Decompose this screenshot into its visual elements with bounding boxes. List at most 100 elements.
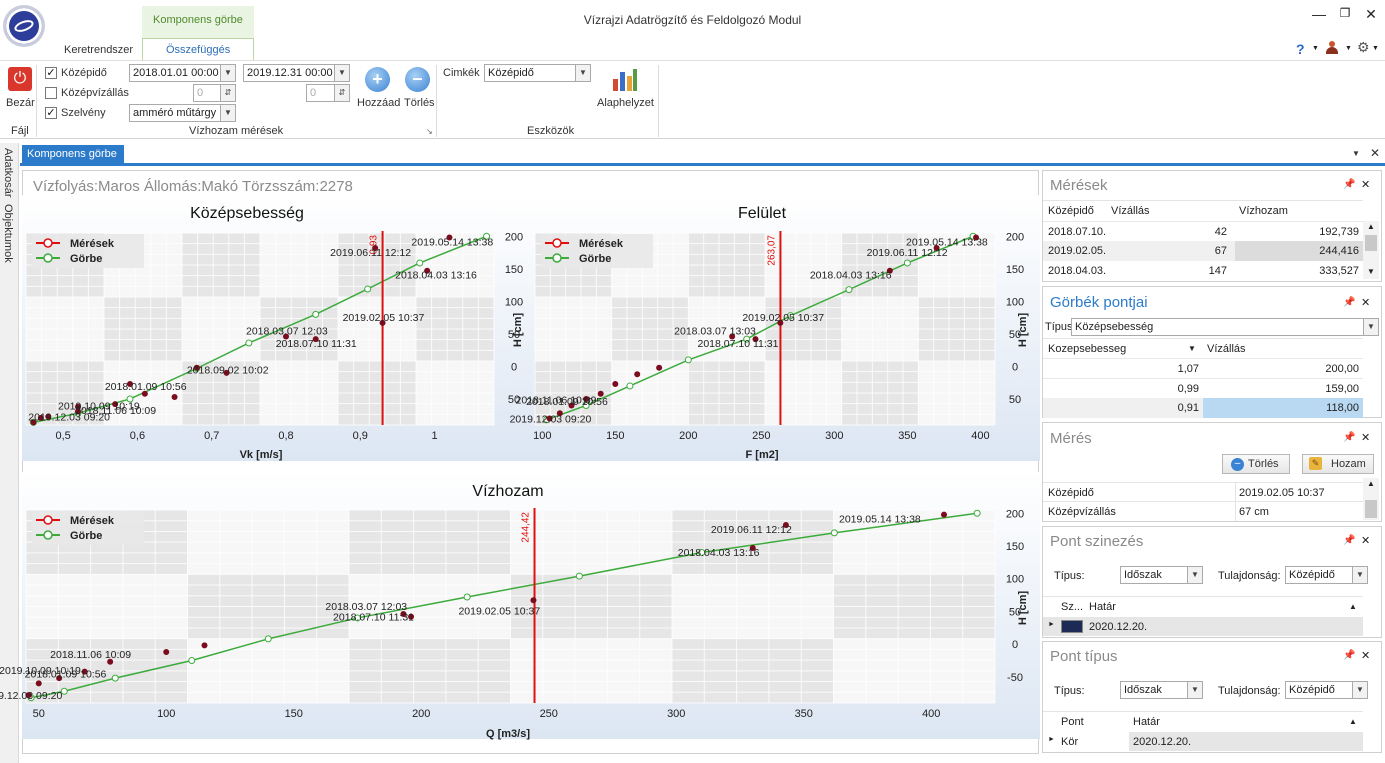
dialog-launcher-icon[interactable]: ↘ [426,127,433,136]
close-icon[interactable]: ✕ [1361,297,1371,309]
point-label: 2019.05.14 13:38 [411,237,493,249]
hozzaad-button[interactable]: Hozzáad [357,97,401,109]
meres-point [25,692,32,699]
expand-icon[interactable]: ► [1048,621,1055,628]
power-icon[interactable]: ⏻ [8,67,32,91]
table-row[interactable]: 1,07 200,00 [1043,358,1363,378]
remove-icon[interactable]: – [405,67,430,92]
pin-icon[interactable]: 📌 [1343,432,1356,443]
col-kozepsebesseg[interactable]: Kozepsebesseg [1048,343,1127,355]
chevron-down-icon[interactable]: ▼ [1372,45,1379,52]
meres-point [556,410,563,417]
side-tab-objektumok[interactable]: Objektumok [2,204,14,263]
chart-icon[interactable] [611,67,639,93]
tab-keretrendszer[interactable]: Keretrendszer [64,44,134,56]
col-hatar[interactable]: Határ [1133,716,1160,728]
pin-icon[interactable]: 📌 [1343,297,1356,308]
num1-spinner[interactable]: 0 ⇵ [193,84,236,102]
tab-osszefugges[interactable]: Összefüggés [166,44,231,56]
table-row[interactable]: 2018.07.10. 42 192,739 [1043,221,1363,241]
table-row[interactable]: ► 2020.12.20. [1043,617,1363,636]
szinezes-title: Pont szinezés [1050,533,1144,550]
table-row[interactable]: 0,91 118,00 [1043,398,1363,418]
szinezes-tipus-select[interactable]: Időszak ▼ [1120,566,1203,584]
scroll-up-icon[interactable]: ▲ [1367,479,1375,488]
table-row[interactable]: 2019.02.05. 67 244,416 [1043,241,1363,261]
szinezes-tipus-label: Típus: [1054,570,1085,582]
document-tab[interactable]: Komponens görbe [22,145,124,164]
szelveny-select[interactable]: amméró műtárgy ▼ [129,104,236,122]
alaphelyzet-button[interactable]: Alaphelyzet [597,97,654,109]
torles-ribbon-button[interactable]: Törlés [404,97,435,109]
hozam-button[interactable]: ✎ Hozam [1302,454,1374,474]
sort-up-icon[interactable]: ▲ [1349,602,1357,611]
point-label: 2018.11.06 10:09 [516,394,597,406]
help-icon[interactable]: ? [1296,41,1305,57]
szelveny-checkbox[interactable]: ✓ [45,107,57,119]
scroll-thumb[interactable] [1365,235,1377,251]
torles-button[interactable]: – Törlés [1222,454,1290,474]
prop-row[interactable]: Középidő 2019.02.05 10:37 [1043,482,1363,521]
pin-icon[interactable]: 📌 [1343,650,1356,661]
close-icon[interactable]: ✕ [1361,432,1371,444]
table-row[interactable]: 2018.04.03. 147 333,527 [1043,261,1363,281]
chevron-down-icon: ▼ [1187,567,1202,583]
tipus-tipus-select[interactable]: Időszak ▼ [1120,681,1203,699]
chart-1: Középsebesség 0,5 0,6 0,7 0,8 0,9 1 Vk [m/s] 200… [22,195,550,461]
add-icon[interactable]: + [365,67,390,92]
user-icon[interactable] [1326,41,1338,54]
pin-icon[interactable]: 📌 [1343,535,1356,546]
col-szin[interactable]: Sz... [1061,601,1084,613]
close-icon[interactable]: ✕ [1361,179,1371,191]
side-tab-adatkosar[interactable]: Adatkosár [2,148,14,198]
szinezes-tul-select[interactable]: Középidő ▼ [1285,566,1368,584]
kozepvizallas-checkbox[interactable] [45,87,57,99]
col-pont[interactable]: Pont [1061,716,1084,728]
date-to-select[interactable]: 2019.12.31 00:00 ▼ [243,64,350,82]
gorbe-point [245,339,253,347]
sort-down-icon[interactable]: ▼ [1188,344,1196,353]
gorbek-tipus-value: Középsebesség [1075,321,1154,333]
sort-up-icon[interactable]: ▲ [1349,717,1357,726]
tab-osszefugges-bg[interactable] [142,38,254,60]
vertical-scrollbar[interactable]: ▲ [1363,478,1379,520]
cell-date: 2018.04.03. [1048,265,1107,277]
close-button[interactable]: ✕ [1365,6,1377,22]
point-label: 2018.01.09 10:56 [25,669,107,681]
pin-icon[interactable]: 📌 [1343,179,1356,190]
minimize-button[interactable]: — [1312,6,1326,22]
col-hatar[interactable]: Határ [1089,601,1116,613]
scroll-up-icon[interactable]: ▲ [1367,222,1375,231]
gear-icon[interactable]: ⚙ [1357,39,1370,55]
col-vizallas[interactable]: Vízállás [1111,205,1150,217]
col-vizallas[interactable]: Vízállás [1207,343,1246,355]
maximize-button[interactable]: ❐ [1339,6,1351,20]
cimkek-select[interactable]: Középidő ▼ [484,64,591,82]
chevron-down-icon[interactable]: ▼ [1345,45,1352,52]
chevron-down-icon[interactable]: ▼ [1352,149,1360,158]
x-axis-label: Vk [m/s] [240,449,283,461]
szinezes-tul-value: Középidő [1289,569,1335,581]
bezar-button[interactable]: Bezár [6,97,35,109]
color-swatch[interactable] [1061,620,1083,633]
cell-h: 159,00 [1325,383,1359,395]
kozepido-checkbox[interactable]: ✓ [45,67,57,79]
table-row[interactable]: ► Kör 2020.12.20. [1043,732,1363,751]
table-row[interactable]: 0,99 159,00 [1043,378,1363,398]
point-label: 2019.02.05 10:37 [742,312,824,324]
tipus-tul-select[interactable]: Középidő ▼ [1285,681,1368,699]
scroll-thumb[interactable] [1365,500,1377,518]
close-icon[interactable]: ✕ [1361,650,1371,662]
col-vizhozam[interactable]: Vízhozam [1239,205,1288,217]
col-kozepido[interactable]: Középidő [1048,205,1094,217]
expand-icon[interactable]: ► [1048,736,1055,743]
num2-spinner[interactable]: 0 ⇵ [306,84,350,102]
gorbek-tipus-select[interactable]: Középsebesség ▼ [1071,318,1379,336]
close-icon[interactable]: ✕ [1370,146,1381,160]
date-from-select[interactable]: 2018.01.01 00:00 ▼ [129,64,236,82]
scroll-down-icon[interactable]: ▼ [1367,267,1375,276]
close-icon[interactable]: ✕ [1361,535,1371,547]
vertical-scrollbar[interactable]: ▲ ▼ [1363,221,1379,279]
prop-row[interactable]: Középvízállás 67 cm [1043,501,1363,520]
chevron-down-icon[interactable]: ▼ [1312,45,1319,52]
